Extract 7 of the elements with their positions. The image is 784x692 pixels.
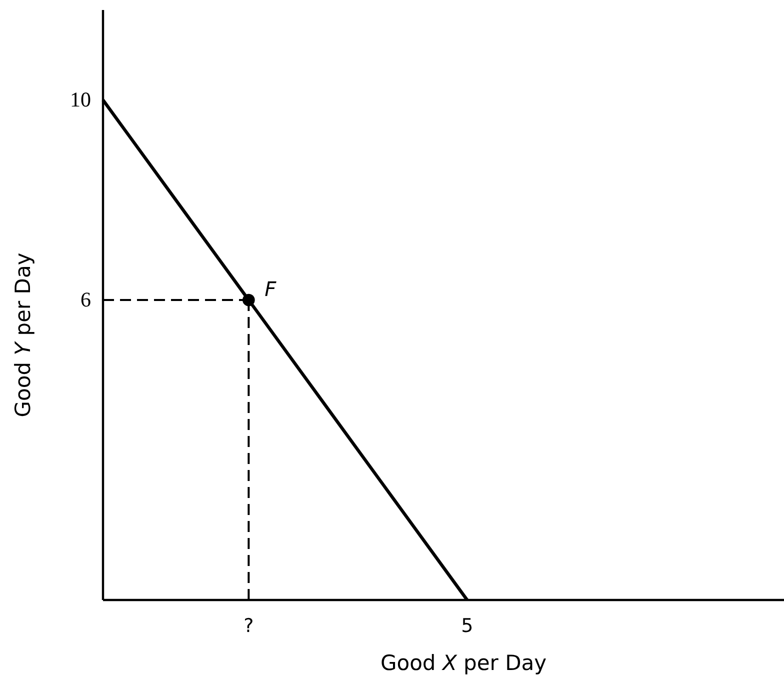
y-tick-label: 6 xyxy=(80,288,91,312)
x-tick-label: 5 xyxy=(461,615,474,637)
y-axis-title: Good Y per Day xyxy=(11,252,35,418)
y-tick-label: 10 xyxy=(70,88,91,112)
x-axis-title: Good X per Day xyxy=(380,651,547,675)
x-tick-label: ? xyxy=(244,615,254,637)
annotation: F xyxy=(264,277,277,301)
